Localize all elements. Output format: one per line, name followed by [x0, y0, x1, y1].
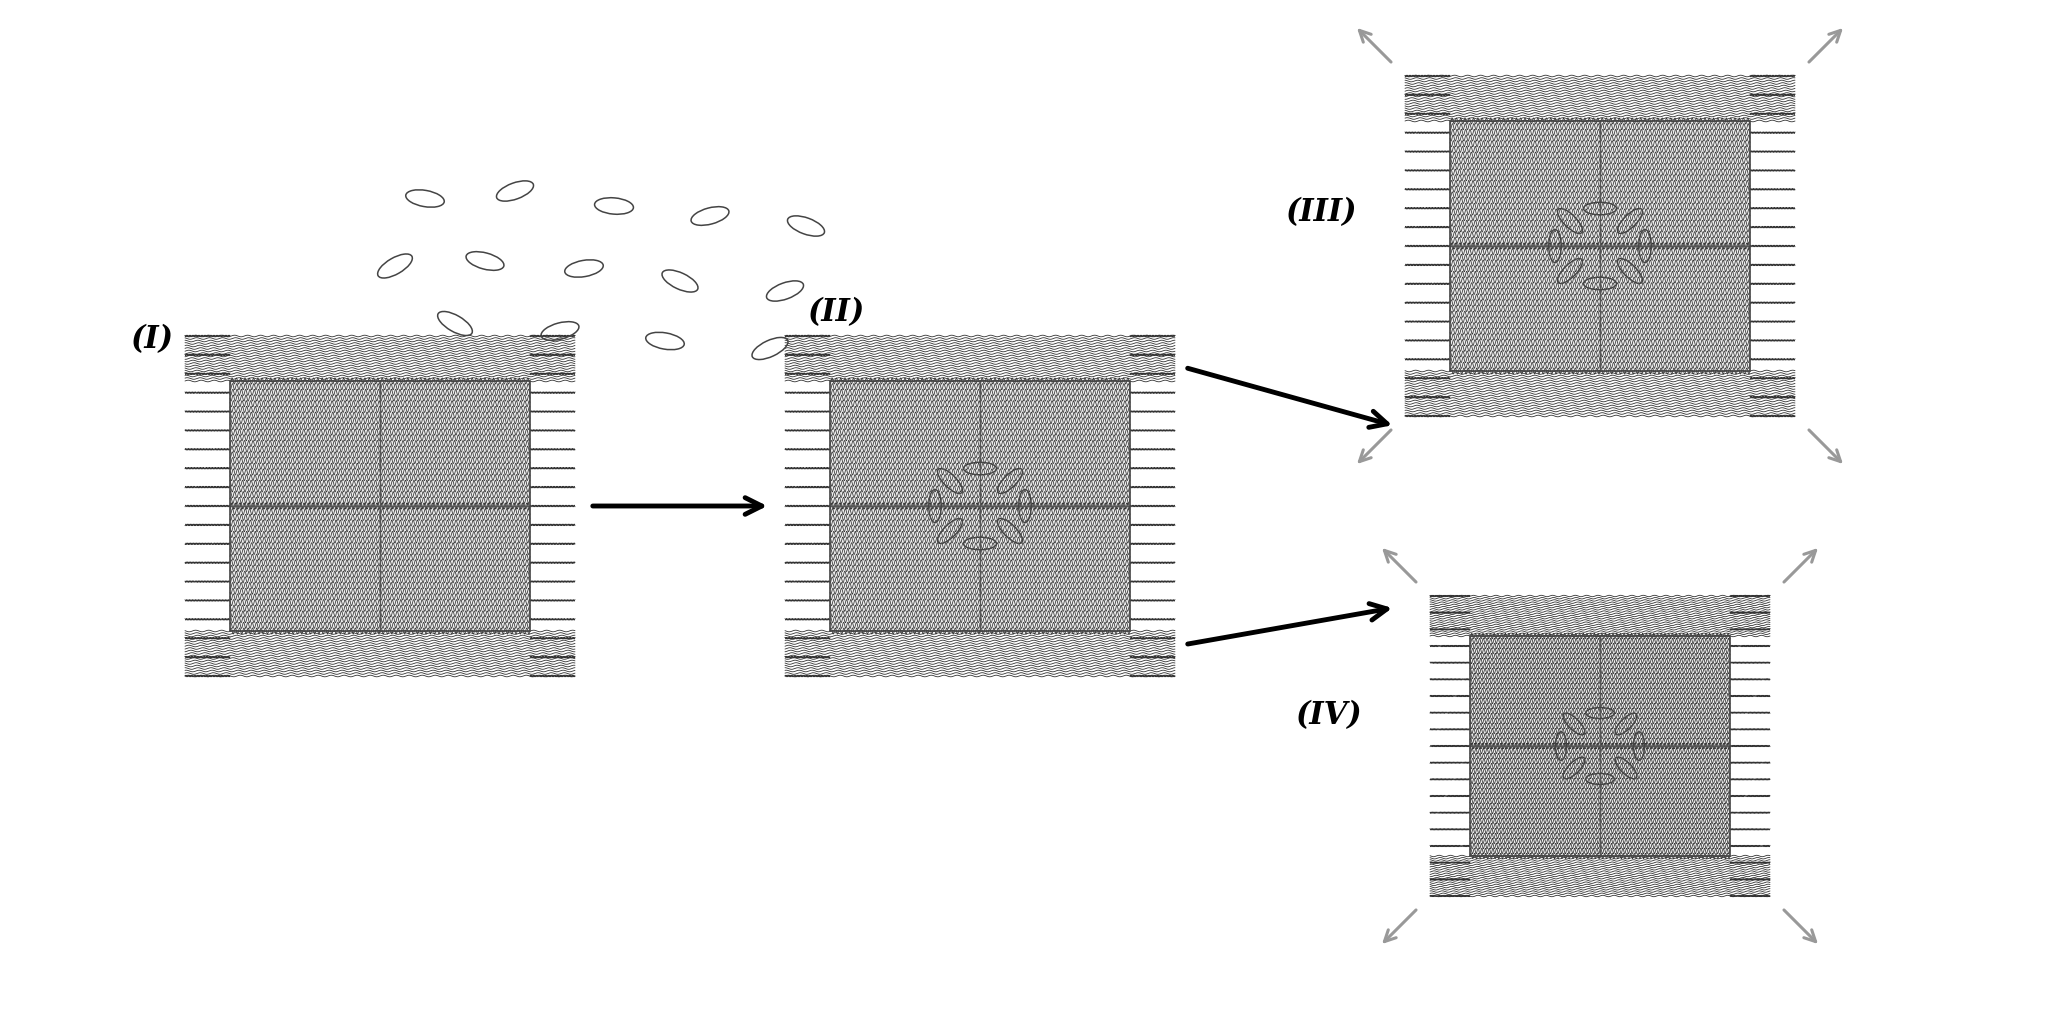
- Bar: [379, 506, 529, 631]
- Bar: [230, 381, 379, 506]
- Bar: [230, 381, 529, 631]
- Bar: [1600, 121, 1750, 246]
- Text: (II): (II): [808, 297, 866, 328]
- Bar: [831, 506, 980, 631]
- Bar: [980, 506, 1130, 631]
- Bar: [379, 381, 529, 506]
- Bar: [831, 381, 1130, 631]
- Bar: [980, 381, 1130, 506]
- Bar: [1471, 636, 1600, 746]
- Text: (III): (III): [1286, 197, 1356, 228]
- Bar: [1450, 121, 1600, 246]
- Bar: [831, 381, 980, 506]
- Bar: [1600, 746, 1729, 856]
- Bar: [230, 506, 379, 631]
- Bar: [1471, 636, 1729, 856]
- Bar: [1600, 636, 1729, 746]
- Bar: [1450, 246, 1600, 371]
- Bar: [1471, 746, 1600, 856]
- Text: (IV): (IV): [1294, 700, 1362, 731]
- Text: (I): (I): [129, 324, 172, 355]
- Bar: [1450, 121, 1750, 371]
- Bar: [1600, 246, 1750, 371]
